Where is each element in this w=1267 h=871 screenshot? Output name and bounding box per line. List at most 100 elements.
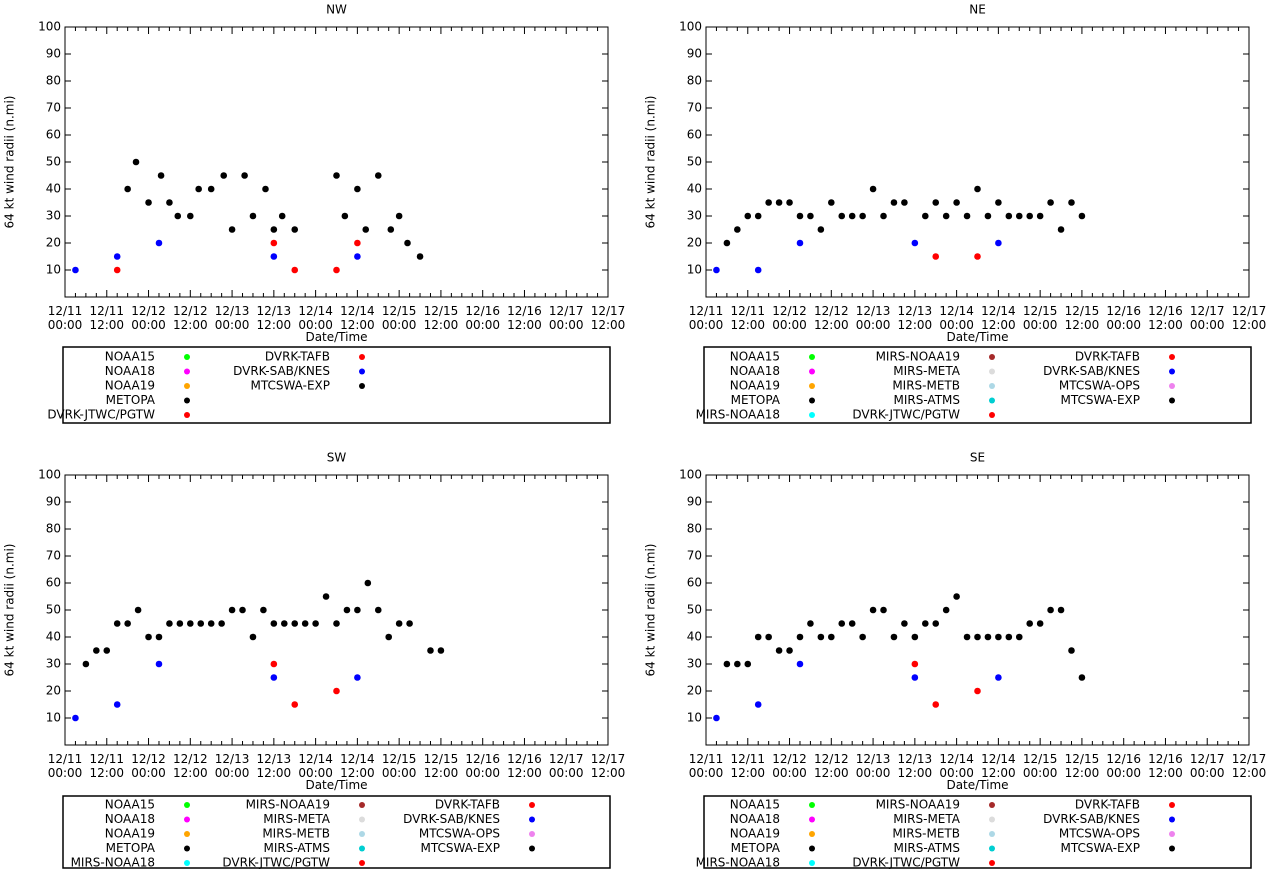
data-point [807, 212, 814, 220]
legend-label: NOAA19 [105, 827, 155, 841]
legend-label: MTCSWA-EXP [1061, 393, 1141, 407]
data-point [713, 714, 720, 722]
data-point [270, 226, 278, 233]
x-tick-label-date: 12/14 [340, 752, 375, 766]
data-point [124, 620, 131, 627]
legend-marker [184, 845, 190, 852]
data-point [754, 212, 762, 220]
data-point [838, 620, 846, 627]
data-point [354, 606, 361, 614]
legend-label: MTCSWA-EXP [421, 841, 501, 855]
data-point [404, 239, 411, 247]
x-tick-label-time: 00:00 [549, 318, 584, 332]
data-point [1036, 212, 1044, 220]
y-tick-label: 20 [687, 236, 702, 250]
y-tick-label: 40 [687, 182, 702, 196]
data-point [963, 212, 971, 220]
legend-marker [809, 368, 815, 375]
series-mtcswa-exp [723, 185, 1086, 247]
x-tick-label-date: 12/16 [507, 304, 542, 318]
legend-label: METOPA [106, 393, 156, 407]
data-point [220, 172, 228, 179]
legend-label: DVRK-JTWC/PGTW [222, 856, 330, 870]
data-point [859, 633, 866, 641]
legend-label: MTCSWA-OPS [1059, 827, 1140, 841]
legend-marker [359, 816, 365, 823]
x-tick-label-date: 12/16 [1148, 304, 1183, 318]
legend-marker [989, 368, 995, 375]
data-point [1068, 647, 1075, 654]
data-point [1015, 633, 1023, 641]
x-tick-label-time: 12:00 [1065, 766, 1100, 780]
data-point [93, 647, 100, 654]
legend-label: DVRK-TAFB [1075, 798, 1140, 812]
data-point [901, 199, 908, 206]
x-tick-label-time: 00:00 [772, 318, 807, 332]
x-tick-label-time: 00:00 [1023, 318, 1058, 332]
data-point [249, 633, 257, 641]
x-tick-label-date: 12/13 [257, 752, 292, 766]
y-tick-label: 20 [687, 684, 702, 698]
y-tick-label: 40 [46, 182, 61, 196]
legend-marker [809, 831, 815, 837]
data-point [911, 239, 919, 247]
chart-title: NE [969, 3, 986, 17]
legend-marker [1169, 368, 1175, 375]
data-point [1078, 674, 1086, 681]
x-tick-label-time: 12:00 [730, 766, 765, 780]
data-point [195, 185, 202, 193]
y-tick-label: 10 [687, 263, 702, 277]
x-tick-label-time: 12:00 [424, 318, 459, 332]
legend-label: METOPA [731, 841, 781, 855]
y-tick-label: 40 [46, 630, 61, 644]
y-tick-label: 100 [38, 20, 61, 34]
data-point [953, 593, 960, 600]
data-point [1015, 212, 1023, 220]
data-point [155, 239, 163, 247]
x-tick-label-time: 12:00 [89, 766, 124, 780]
series-mtcswa-exp [82, 579, 445, 668]
series-dvrk-jtwc-pgtw [270, 660, 340, 708]
data-point [828, 199, 835, 206]
data-point [124, 185, 131, 193]
y-axis-label: 64 kt wind radii (n.mi) [644, 96, 658, 229]
data-point [291, 266, 299, 274]
data-point [942, 606, 950, 614]
x-tick-label-date: 12/16 [1106, 304, 1141, 318]
y-axis-label: 64 kt wind radii (n.mi) [3, 544, 17, 677]
data-point [362, 226, 370, 233]
x-tick-label-date: 12/13 [856, 752, 891, 766]
data-point [1068, 199, 1075, 206]
x-tick-label-time: 00:00 [1023, 766, 1058, 780]
legend-label: NOAA19 [730, 379, 780, 393]
x-tick-label-date: 12/12 [814, 304, 849, 318]
data-point [291, 701, 299, 708]
legend-label: NOAA15 [730, 350, 780, 364]
y-tick-label: 100 [679, 20, 702, 34]
y-tick-label: 30 [46, 657, 61, 671]
data-point [387, 226, 395, 233]
y-tick-label: 30 [46, 209, 61, 223]
legend-marker [989, 354, 995, 360]
x-tick-label-date: 12/11 [730, 304, 765, 318]
y-tick-label: 10 [687, 711, 702, 725]
y-tick-label: 50 [46, 603, 61, 617]
x-tick-label-date: 12/15 [1065, 304, 1100, 318]
legend-marker [989, 831, 995, 837]
legend-label: MIRS-ATMS [264, 841, 331, 855]
legend-marker [989, 802, 995, 808]
legend-label: DVRK-JTWC/PGTW [852, 408, 960, 422]
x-tick-label-date: 12/17 [1190, 304, 1225, 318]
x-axis-label: Date/Time [305, 778, 367, 792]
legend-label: NOAA18 [730, 364, 780, 378]
data-point [354, 253, 361, 260]
legend-label: MIRS-NOAA19 [876, 798, 960, 812]
x-tick-label-time: 12:00 [814, 318, 849, 332]
data-point [775, 647, 783, 654]
x-tick-label-date: 12/11 [730, 752, 765, 766]
data-point [744, 212, 752, 220]
series-dvrk-sab-knes [713, 239, 1002, 274]
legend-marker [529, 831, 535, 837]
data-point [333, 266, 340, 274]
data-point [270, 239, 278, 247]
